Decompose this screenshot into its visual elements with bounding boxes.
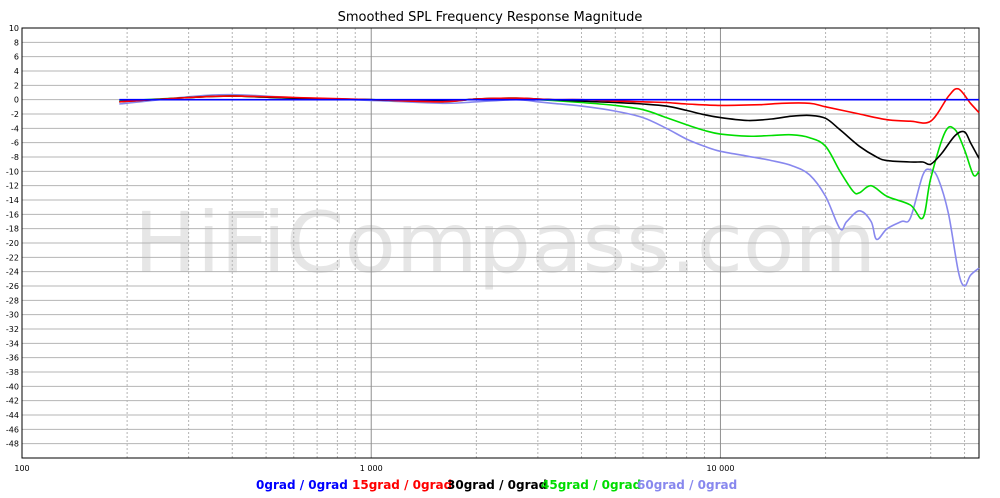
y-tick-label: 10 xyxy=(9,24,19,33)
y-tick-label: -48 xyxy=(6,440,19,449)
x-tick-label: 1 000 xyxy=(360,464,383,473)
y-tick-label: -4 xyxy=(11,124,19,133)
y-tick-label: 2 xyxy=(14,81,19,90)
plot-border xyxy=(21,27,980,459)
y-tick-label: -26 xyxy=(6,282,19,291)
y-tick-label: -22 xyxy=(6,253,19,262)
y-tick-label: -34 xyxy=(6,339,19,348)
legend-entry-4: 60grad / 0grad xyxy=(637,478,737,492)
series-group xyxy=(119,87,980,287)
y-tick-label: -38 xyxy=(6,368,19,377)
y-tick-label: 0 xyxy=(14,96,19,105)
legend-entry-3: 45grad / 0grad xyxy=(541,478,641,492)
y-tick-label: -30 xyxy=(6,311,19,320)
y-tick-label: -12 xyxy=(6,182,19,191)
legend-entry-2: 30grad / 0grad xyxy=(447,478,547,492)
series-line-4 xyxy=(119,93,980,287)
y-tick-label: -36 xyxy=(6,354,19,363)
y-tick-label: 6 xyxy=(14,53,19,62)
y-tick-label: -18 xyxy=(6,225,19,234)
y-tick-label: -8 xyxy=(11,153,19,162)
y-tick-label: -44 xyxy=(6,411,19,420)
y-tick-label: -42 xyxy=(6,397,19,406)
chart-title: Smoothed SPL Frequency Response Magnitud… xyxy=(338,10,643,25)
y-tick-label: 4 xyxy=(14,67,19,76)
y-tick-label: -46 xyxy=(6,425,19,434)
x-tick-label: 100 xyxy=(14,464,29,473)
y-tick-label: -24 xyxy=(6,268,19,277)
y-tick-label: -20 xyxy=(6,239,19,248)
y-tick-label: -32 xyxy=(6,325,19,334)
y-tick-label: -10 xyxy=(6,167,19,176)
y-tick-label: -16 xyxy=(6,210,19,219)
y-tick-label: 8 xyxy=(14,38,19,47)
y-tick-label: -6 xyxy=(11,139,19,148)
y-tick-label: -28 xyxy=(6,296,19,305)
y-axis-ticks: 10 8 6 4 2 0 -2 -4 -6 -8 -10 -12 -14 -16 -18 -20 -22 -24 -… xyxy=(6,24,19,449)
y-tick-label: -40 xyxy=(6,382,19,391)
legend-entry-0: 0grad / 0grad xyxy=(256,478,348,492)
legend-entry-1: 15grad / 0grad xyxy=(352,478,452,492)
y-tick-label: -2 xyxy=(11,110,19,119)
y-tick-label: -14 xyxy=(6,196,19,205)
x-tick-label: 10 000 xyxy=(706,464,734,473)
x-axis-ticks: 100 1 000 10 000 xyxy=(14,464,734,473)
